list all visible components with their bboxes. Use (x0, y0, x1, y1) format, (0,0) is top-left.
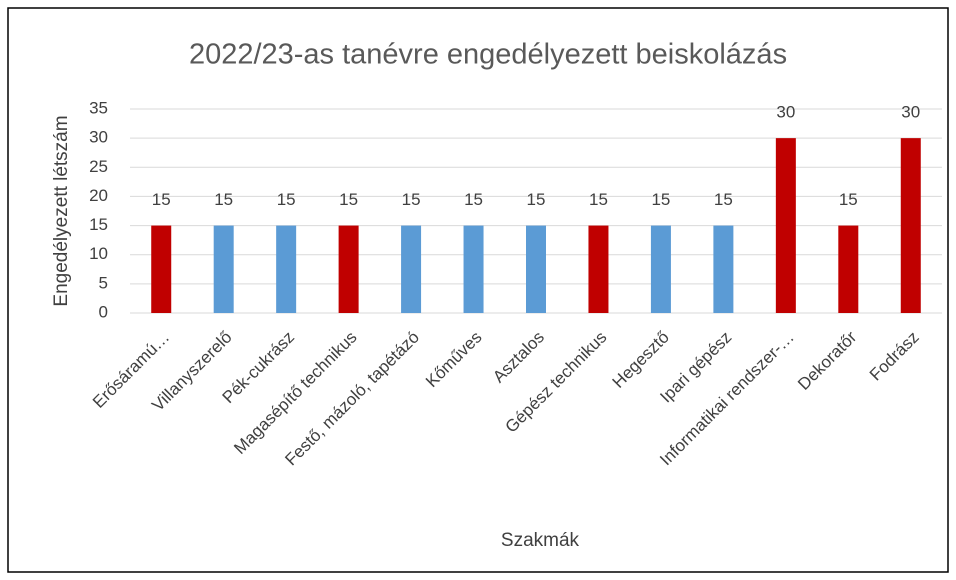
bar (900, 138, 921, 313)
data-label: 15 (839, 190, 858, 209)
bar (463, 225, 484, 313)
bar (650, 225, 671, 313)
bar (151, 225, 172, 313)
y-tick-label: 15 (89, 215, 108, 234)
bar (713, 225, 734, 313)
y-tick-label: 30 (89, 128, 108, 147)
y-axis-label: Engedélyezett létszám (51, 115, 72, 306)
bar (276, 225, 297, 313)
data-label: 15 (277, 190, 296, 209)
chart-title: 2022/23-as tanévre engedélyezett beiskol… (189, 39, 787, 71)
data-label: 30 (776, 103, 795, 122)
data-label: 15 (214, 190, 233, 209)
y-tick-label: 25 (89, 157, 108, 176)
y-tick-label: 35 (89, 98, 108, 117)
bar (213, 225, 234, 313)
data-label: 15 (714, 190, 733, 209)
data-label: 15 (464, 190, 483, 209)
bar (588, 225, 609, 313)
data-label: 30 (901, 103, 920, 122)
bar (775, 138, 796, 313)
x-axis-label: Szakmák (501, 530, 580, 551)
y-tick-label: 10 (89, 244, 108, 263)
y-tick-label: 0 (99, 302, 108, 321)
data-label: 15 (651, 190, 670, 209)
data-label: 15 (589, 190, 608, 209)
bar (401, 225, 422, 313)
data-label: 15 (152, 190, 171, 209)
y-tick-label: 5 (99, 273, 108, 292)
bar (838, 225, 859, 313)
bar (338, 225, 359, 313)
data-label: 15 (402, 190, 421, 209)
data-label: 15 (527, 190, 546, 209)
bar (526, 225, 546, 313)
data-label: 15 (339, 190, 358, 209)
y-tick-label: 20 (89, 186, 108, 205)
